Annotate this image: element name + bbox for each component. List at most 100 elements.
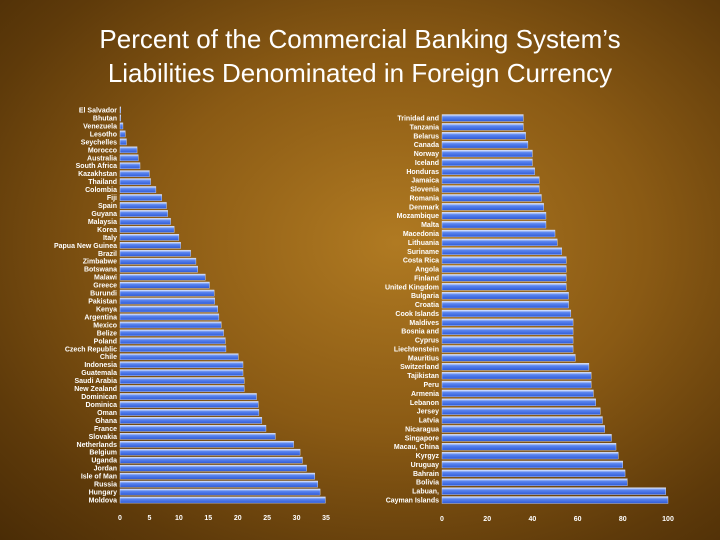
- category-label: Tanzania: [410, 124, 440, 131]
- bar: [441, 283, 567, 291]
- bar: [441, 203, 544, 211]
- category-label: Cook Islands: [395, 311, 439, 318]
- category-label: Ghana: [95, 418, 117, 425]
- x-tick-label: 10: [175, 515, 183, 522]
- x-tick-label: 35: [322, 515, 330, 522]
- bar: [119, 162, 141, 170]
- bar: [119, 456, 303, 464]
- category-label: Fiji: [107, 195, 117, 202]
- bar: [441, 407, 601, 415]
- category-label: Lithuania: [408, 240, 439, 247]
- bar: [119, 377, 245, 384]
- category-label: Bulgaria: [411, 293, 439, 300]
- bar: [119, 305, 218, 313]
- bar: [119, 122, 124, 130]
- category-label: Korea: [97, 227, 117, 234]
- bar: [441, 451, 619, 460]
- category-label: Seychelles: [81, 139, 117, 146]
- category-label: Cayman Islands: [386, 498, 439, 505]
- category-label: Suriname: [407, 249, 439, 256]
- bar: [441, 238, 558, 247]
- x-tick-label: 0: [118, 515, 122, 522]
- category-label: Finland: [414, 275, 439, 282]
- x-tick-label: 30: [293, 515, 301, 522]
- bar: [119, 329, 224, 337]
- x-tick-label: 80: [619, 516, 627, 523]
- category-label: Kenya: [96, 306, 117, 313]
- category-label: Chile: [100, 354, 117, 361]
- bar: [119, 170, 150, 177]
- bar: [441, 274, 567, 282]
- bar: [119, 146, 138, 154]
- category-label: Burundi: [90, 291, 117, 298]
- bar: [441, 434, 612, 442]
- category-label: Pakistan: [88, 299, 117, 306]
- bar: [119, 265, 198, 273]
- bar: [119, 186, 157, 193]
- bar: [441, 487, 666, 495]
- bar: [441, 292, 569, 300]
- bar: [119, 369, 244, 376]
- bar: [119, 242, 181, 249]
- category-label: Nicaragua: [405, 426, 439, 433]
- category-label: Czech Republic: [65, 346, 117, 353]
- bar: [441, 318, 574, 326]
- category-label: Maldives: [409, 320, 439, 327]
- category-label: Australia: [87, 155, 117, 162]
- bar: [119, 130, 126, 138]
- category-label: Jamaica: [411, 178, 439, 185]
- bar: [441, 194, 542, 202]
- bar: [441, 363, 590, 371]
- bar: [441, 114, 524, 122]
- category-label: Slovenia: [410, 187, 439, 194]
- bar: [441, 496, 669, 504]
- x-tick-label: 60: [574, 516, 582, 523]
- bar: [119, 114, 122, 122]
- x-tick-label: 20: [483, 516, 491, 523]
- category-label: Norway: [414, 151, 439, 158]
- category-label: Netherlands: [77, 442, 118, 449]
- category-label: Greece: [93, 283, 117, 290]
- category-label: Oman: [97, 410, 117, 417]
- bar: [119, 154, 139, 162]
- category-label: Malta: [421, 222, 439, 229]
- bar: [119, 496, 326, 504]
- bar: [441, 140, 529, 149]
- category-label: Botswana: [84, 267, 117, 274]
- category-label: Iceland: [415, 160, 439, 167]
- bar: [119, 281, 210, 289]
- category-label: Zimbabwe: [83, 259, 117, 266]
- category-label: Latvia: [419, 418, 439, 425]
- bar: [441, 371, 592, 380]
- bar: [119, 249, 191, 257]
- category-label: Dominica: [85, 402, 117, 409]
- slide-title: Percent of the Commercial Banking System…: [0, 22, 720, 90]
- x-tick-label: 5: [147, 515, 151, 522]
- category-label: Switzerland: [400, 364, 439, 371]
- category-label: Uganda: [91, 458, 117, 465]
- category-label: Malawi: [94, 275, 117, 282]
- bar: [119, 448, 301, 456]
- bar: [441, 132, 526, 140]
- category-label: Kyrgyz: [416, 453, 440, 460]
- bar: [119, 353, 239, 361]
- bar: [441, 460, 624, 469]
- bar: [441, 469, 626, 478]
- category-label: Papua New Guinea: [54, 243, 117, 250]
- bar: [119, 337, 226, 345]
- category-label: Guyana: [91, 211, 117, 218]
- bar: [119, 257, 197, 265]
- category-label: Labuan,: [412, 489, 439, 496]
- bar: [119, 321, 222, 329]
- category-label: Saudi Arabia: [74, 378, 117, 385]
- bar: [441, 389, 594, 398]
- bar: [441, 309, 572, 318]
- title-line-2: Liabilities Denominated in Foreign Curre…: [107, 58, 613, 88]
- bar: [119, 488, 321, 496]
- bar: [119, 234, 180, 241]
- bar: [119, 361, 244, 368]
- bar: [119, 417, 263, 424]
- category-label: Moldova: [89, 498, 117, 505]
